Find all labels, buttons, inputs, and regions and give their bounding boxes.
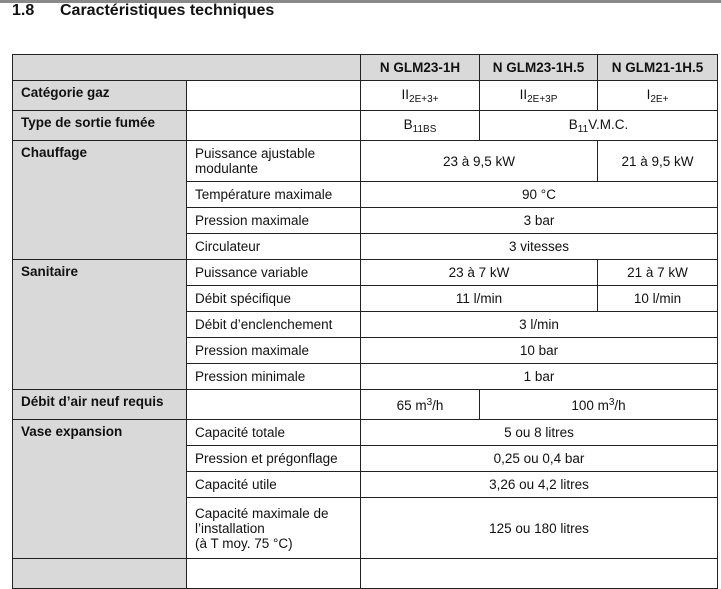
value-cell: 125 ou 180 litres [360, 497, 718, 559]
table-row-cut [12, 558, 718, 589]
param-label: Circulateur [186, 233, 361, 260]
table-row: Chauffage Puissance ajustable modulante … [12, 140, 718, 260]
header-row: N GLM23-1H N GLM23-1H.5 N GLM21-1H.5 [12, 54, 718, 81]
table-row: Débit d’air neuf requis 65 m3/h 100 m3/h [12, 389, 718, 420]
value-cell: 3 vitesses [360, 233, 718, 260]
value-cell: 90 °C [360, 181, 718, 208]
empty-cell [186, 80, 361, 111]
param-label: Pression minimale [186, 363, 361, 390]
empty-cell [186, 389, 361, 420]
table-row: Type de sortie fumée B11BS B11V.M.C. [12, 110, 718, 141]
section-heading: 1.8 Caractéristiques techniques [12, 2, 274, 20]
value-cell: 3 bar [360, 207, 718, 234]
table-row: Débit spécifique 11 l/min 10 l/min [13, 285, 718, 312]
table-row: Catégorie gaz II2E+3+ II2E+3P I2E+ [12, 80, 718, 111]
row-label: Débit d’air neuf requis [12, 389, 187, 420]
param-label: Température maximale [186, 181, 361, 208]
param-label: Pression et prégonflage [186, 445, 361, 472]
group-label: Sanitaire [12, 259, 187, 390]
header-empty [12, 54, 361, 81]
param-label: Débit spécifique [186, 285, 361, 312]
table-row: Pression et prégonflage 0,25 ou 0,4 bar [13, 445, 718, 472]
specs-table: N GLM23-1H N GLM23-1H.5 N GLM21-1H.5 Cat… [12, 54, 718, 589]
param-label: Pression maximale [186, 207, 361, 234]
value-cell: 10 bar [360, 337, 718, 364]
value-cell: 21 à 9,5 kW [597, 140, 718, 182]
value-cell: 1 bar [360, 363, 718, 390]
param-label: Capacité maximale de l’installation (à T m… [186, 497, 361, 559]
table-row: Vase expansion Capacité totale 5 ou 8 li… [12, 419, 718, 559]
value-cell: 65 m3/h [360, 389, 480, 420]
model-header: N GLM23-1H [360, 54, 480, 81]
value-cell: II2E+3+ [360, 80, 480, 111]
param-label: Débit d’enclenchement [186, 311, 361, 338]
value-cell: 23 à 9,5 kW [360, 140, 598, 182]
table-row: Sanitaire Puissance variable 23 à 7 kW 2… [12, 259, 718, 390]
table-row: Capacité maximale de l’installation (à T m… [13, 497, 718, 559]
param-label: Puissance ajustable modulante [186, 140, 361, 182]
value-cell: B11V.M.C. [479, 110, 718, 141]
param-label: Puissance variable [186, 259, 361, 286]
row-label [12, 558, 187, 589]
table-row: Pression maximale 10 bar [13, 337, 718, 364]
value-cell: I2E+ [597, 80, 718, 111]
table-row: Pression maximale 3 bar [13, 207, 718, 234]
value-cell: 100 m3/h [479, 389, 718, 420]
value-cell: 23 à 7 kW [360, 259, 598, 286]
page-top-border [0, 0, 721, 3]
group-label: Chauffage [12, 140, 187, 260]
table-row: Pression minimale 1 bar [13, 363, 718, 390]
param-label: Capacité totale [186, 419, 361, 446]
value-cell: B11BS [360, 110, 480, 141]
value-cell: II2E+3P [479, 80, 598, 111]
section-title: Caractéristiques techniques [60, 2, 275, 19]
group-label: Vase expansion [12, 419, 187, 559]
row-label: Catégorie gaz [12, 80, 187, 111]
value-cell: 5 ou 8 litres [360, 419, 718, 446]
value-cell: 0,25 ou 0,4 bar [360, 445, 718, 472]
table-row: Circulateur 3 vitesses [13, 233, 718, 260]
value-cell: 10 l/min [597, 285, 718, 312]
value-cell: 21 à 7 kW [597, 259, 718, 286]
value-cell: 3 l/min [360, 311, 718, 338]
param-label: Pression maximale [186, 337, 361, 364]
value-cell: 3,26 ou 4,2 litres [360, 471, 718, 498]
section-number: 1.8 [12, 2, 35, 19]
param-label: Capacité utile [186, 471, 361, 498]
row-label: Type de sortie fumée [12, 110, 187, 141]
value-cell: 11 l/min [360, 285, 598, 312]
model-header: N GLM23-1H.5 [479, 54, 598, 81]
empty-cell [186, 110, 361, 141]
table-row: Température maximale 90 °C [13, 181, 718, 208]
model-header: N GLM21-1H.5 [597, 54, 718, 81]
